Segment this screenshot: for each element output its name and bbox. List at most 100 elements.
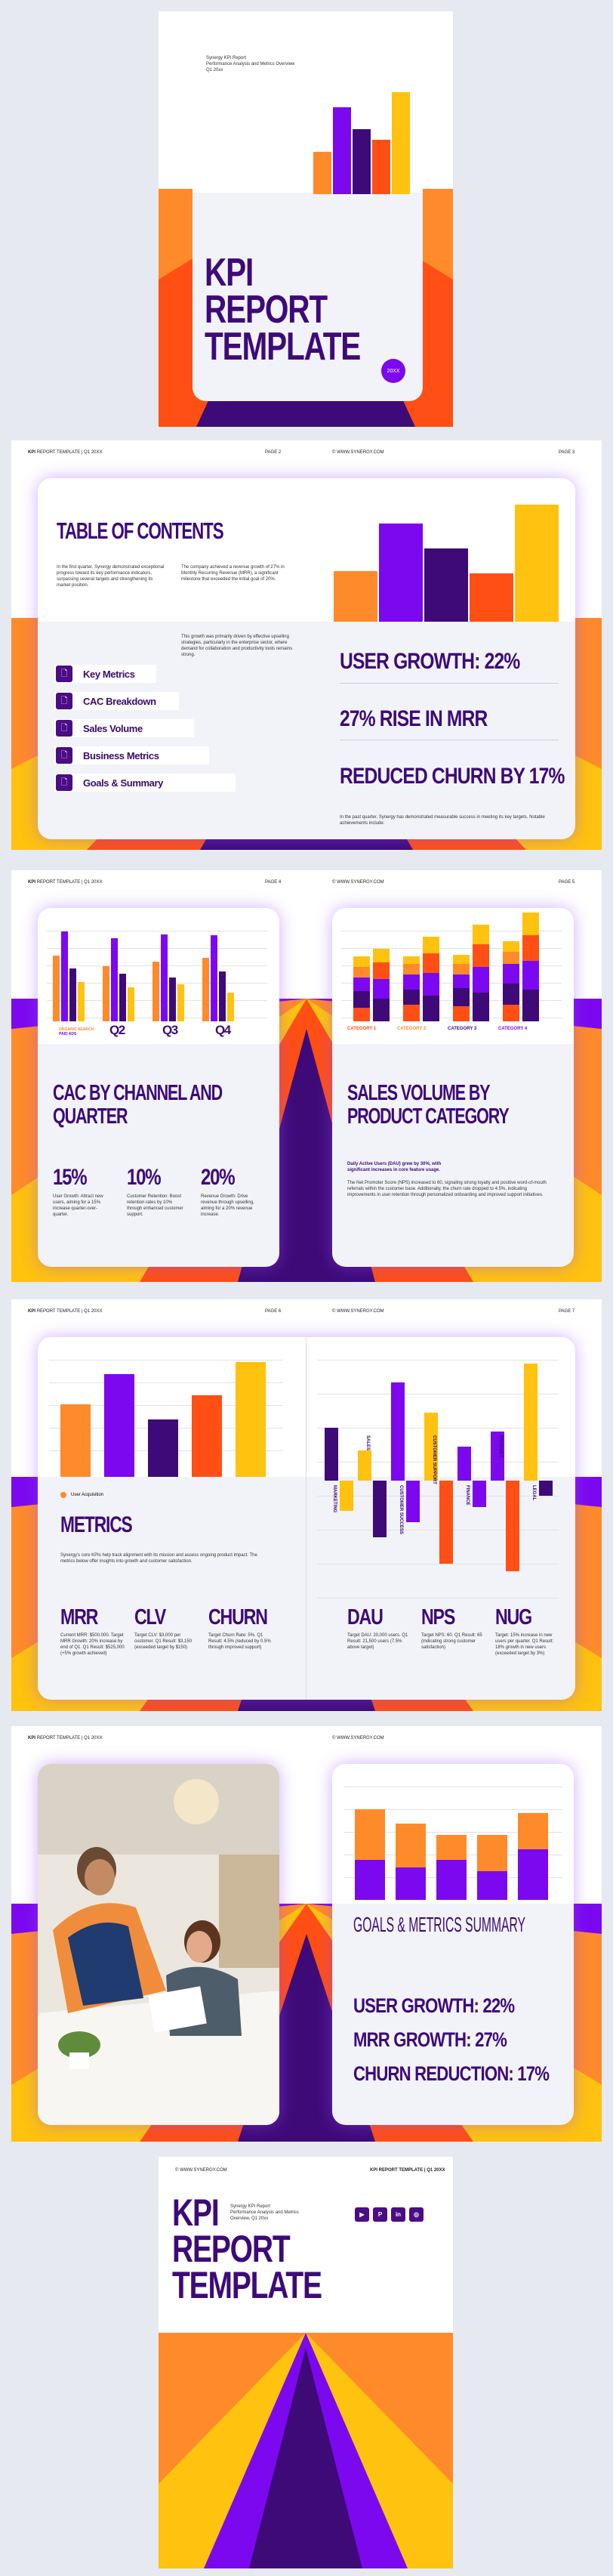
- back-title-1: KPI: [172, 2191, 220, 2234]
- dept-up-4: [457, 1447, 471, 1481]
- sales-cat-2: CATEGORY 2: [397, 1027, 427, 1031]
- metric-mrr-text: Current MRR: $500,000. Target MRR Growth…: [60, 1633, 125, 1657]
- linkedin-icon[interactable]: in: [391, 2207, 405, 2222]
- cac-bar-q3-1: [161, 934, 168, 1021]
- sales-lead: Daily Active Users (DAU) grew by 30%, wi…: [347, 1162, 442, 1173]
- summary-churn: CHURN REDUCTION: 17%: [353, 2062, 550, 2085]
- cover-subtitle-1: Synergy KPI Report: [206, 56, 247, 60]
- summary-base-4: [518, 1849, 548, 1900]
- dept-label-2: CUSTOMER SUCCESS: [399, 1485, 403, 1534]
- toc-bar-4: [470, 573, 513, 622]
- toc-intro-2: The company achieved a revenue growth of…: [181, 565, 285, 582]
- cac-bar-q1-3: [78, 981, 85, 1021]
- sales-seg2-1-1: [423, 973, 439, 996]
- hdr-site-5: © WWW.SYNERGY.COM: [332, 880, 384, 885]
- sales-body: The Net Promoter Score (NPS) increased t…: [347, 1181, 547, 1198]
- sales-chart: [341, 922, 568, 1035]
- sales-seg-3-0: [503, 1005, 519, 1021]
- document-icon: 🗋: [56, 774, 72, 791]
- dept-down-2: [406, 1481, 420, 1522]
- toc-item-key-metrics[interactable]: 🗋 Key Metrics: [54, 665, 156, 683]
- pinterest-icon[interactable]: P: [373, 2207, 387, 2222]
- sales-seg-3-1: [503, 984, 519, 1005]
- legend-organic: ORGANIC SEARCH: [59, 1027, 94, 1032]
- hdr-brand-4: KPI: [28, 880, 36, 885]
- sales-seg2-2-3: [473, 925, 489, 944]
- dept-up-3: [424, 1413, 438, 1481]
- toc-item-business-metrics[interactable]: 🗋 Business Metrics: [54, 746, 209, 764]
- back-title-3: TEMPLATE: [172, 2264, 322, 2306]
- sales-seg-2-3: [453, 964, 470, 974]
- cac-sales-spread: KPI REPORT TEMPLATE | Q1 20XX PAGE 4 © W…: [11, 870, 602, 1282]
- sales-seg2-3-1: [522, 961, 539, 990]
- back-title-2: REPORT: [172, 2228, 291, 2270]
- cac-bar-q1-1: [61, 931, 68, 1021]
- page-number-2: PAGE 2: [265, 450, 282, 455]
- sales-seg2-0-3: [373, 949, 390, 962]
- sales-seg-1-0: [403, 1005, 420, 1021]
- sales-seg-1-4: [403, 956, 420, 964]
- hdr-tag-l: REPORT TEMPLATE | Q1 20XX: [36, 450, 103, 455]
- sales-seg2-2-0: [473, 993, 489, 1021]
- team-meeting-photo: [38, 1764, 279, 2125]
- cac-stat-3-text: Revenue Growth: Drive revenue through up…: [201, 1194, 254, 1218]
- document-icon: 🗋: [56, 747, 72, 764]
- sales-seg2-3-0: [522, 990, 539, 1021]
- sales-cat-1: CATEGORY 1: [347, 1027, 377, 1031]
- highlights-note: In the past quarter, Synergy has demonst…: [340, 815, 545, 826]
- toc-item-sales-volume[interactable]: 🗋 Sales Volume: [54, 719, 194, 737]
- cac-bars: [53, 916, 249, 1021]
- sales-seg-0-4: [353, 956, 370, 967]
- toc-bar-3: [424, 548, 468, 622]
- page-number-4: PAGE 4: [265, 880, 282, 885]
- cover-page: Synergy KPI Report Performance Analysis …: [159, 11, 453, 427]
- sales-seg2-0-2: [373, 962, 390, 979]
- metric-items: MRR Current MRR: $500,000. Target MRR Gro…: [60, 1605, 575, 1688]
- youtube-icon[interactable]: ▶: [355, 2207, 369, 2222]
- cac-stat-3-value: 20%: [201, 1165, 236, 1190]
- sales-seg2-2-2: [473, 944, 489, 967]
- page-number-6: PAGE 6: [265, 1309, 282, 1314]
- cac-stat-1-value: 15%: [53, 1165, 88, 1190]
- cac-bar-q4-3: [227, 992, 234, 1021]
- back-site: © WWW.SYNERGY.COM: [175, 2168, 227, 2173]
- sales-seg2-1-3: [423, 937, 439, 953]
- sales-title-2: PRODUCT CATEGORY: [347, 1104, 510, 1129]
- hdr-tag-8: REPORT TEMPLATE | Q1 20XX: [36, 1736, 103, 1740]
- hdr-site-9: © WWW.SYNERGY.COM: [332, 1736, 384, 1740]
- document-icon: 🗋: [56, 720, 72, 737]
- hdr-brand-6: KPI: [28, 1309, 36, 1314]
- toc-item-goals-summary[interactable]: 🗋 Goals & Summary: [54, 774, 236, 792]
- cover-bar-5: [392, 92, 410, 194]
- instagram-icon[interactable]: ◎: [409, 2207, 424, 2222]
- dept-bars: MARKETING SALES CUSTOMER SUCCESS CUSTOMER S…: [325, 1352, 553, 1609]
- sales-seg-3-4: [503, 941, 519, 952]
- cac-bar-q2-1: [111, 937, 118, 1021]
- cac-bar-q3-2: [169, 978, 176, 1021]
- metric-nps-text: Target NPS: 60. Q1 Result: 65 (indicatin…: [421, 1633, 482, 1651]
- cac-stat-2-text: Customer Retention: Boost retention rate…: [127, 1194, 183, 1218]
- acq-bar-3: [148, 1419, 178, 1477]
- cover-bar-2: [333, 107, 351, 194]
- metric-nug-name: NUG: [495, 1605, 532, 1629]
- sales-card: CATEGORY 1 CATEGORY 2 CATEGORY 3 CATEGOR…: [332, 908, 574, 1267]
- summary-top-0: [355, 1809, 385, 1861]
- photo-illustration: [38, 1764, 279, 2125]
- dept-down-6: [539, 1481, 553, 1496]
- toc-item-cac-breakdown[interactable]: 🗋 CAC Breakdown: [54, 692, 179, 710]
- metric-churn-text: Target Churn Rate: 5%. Q1 Result: 4.5% (…: [208, 1633, 271, 1651]
- summary-spread: KPI REPORT TEMPLATE | Q1 20XX © WWW.SYNE…: [11, 1726, 602, 2142]
- dept-down-4: [473, 1481, 486, 1507]
- sales-seg2-0-0: [373, 999, 390, 1021]
- dept-up-2: [391, 1382, 405, 1481]
- summary-title: GOALS & METRICS SUMMARY: [353, 1913, 525, 1936]
- cover-year-badge: 20XX: [381, 359, 405, 383]
- cac-bar-q3-3: [177, 984, 184, 1021]
- summary-bars: [355, 1775, 559, 1900]
- summary-top-4: [518, 1812, 548, 1849]
- sales-seg-3-2: [503, 964, 519, 984]
- cac-stat-2-value: 10%: [127, 1165, 162, 1190]
- metric-churn-name: CHURN: [208, 1605, 268, 1629]
- summary-base-1: [396, 1867, 426, 1900]
- summary-base-0: [355, 1860, 385, 1900]
